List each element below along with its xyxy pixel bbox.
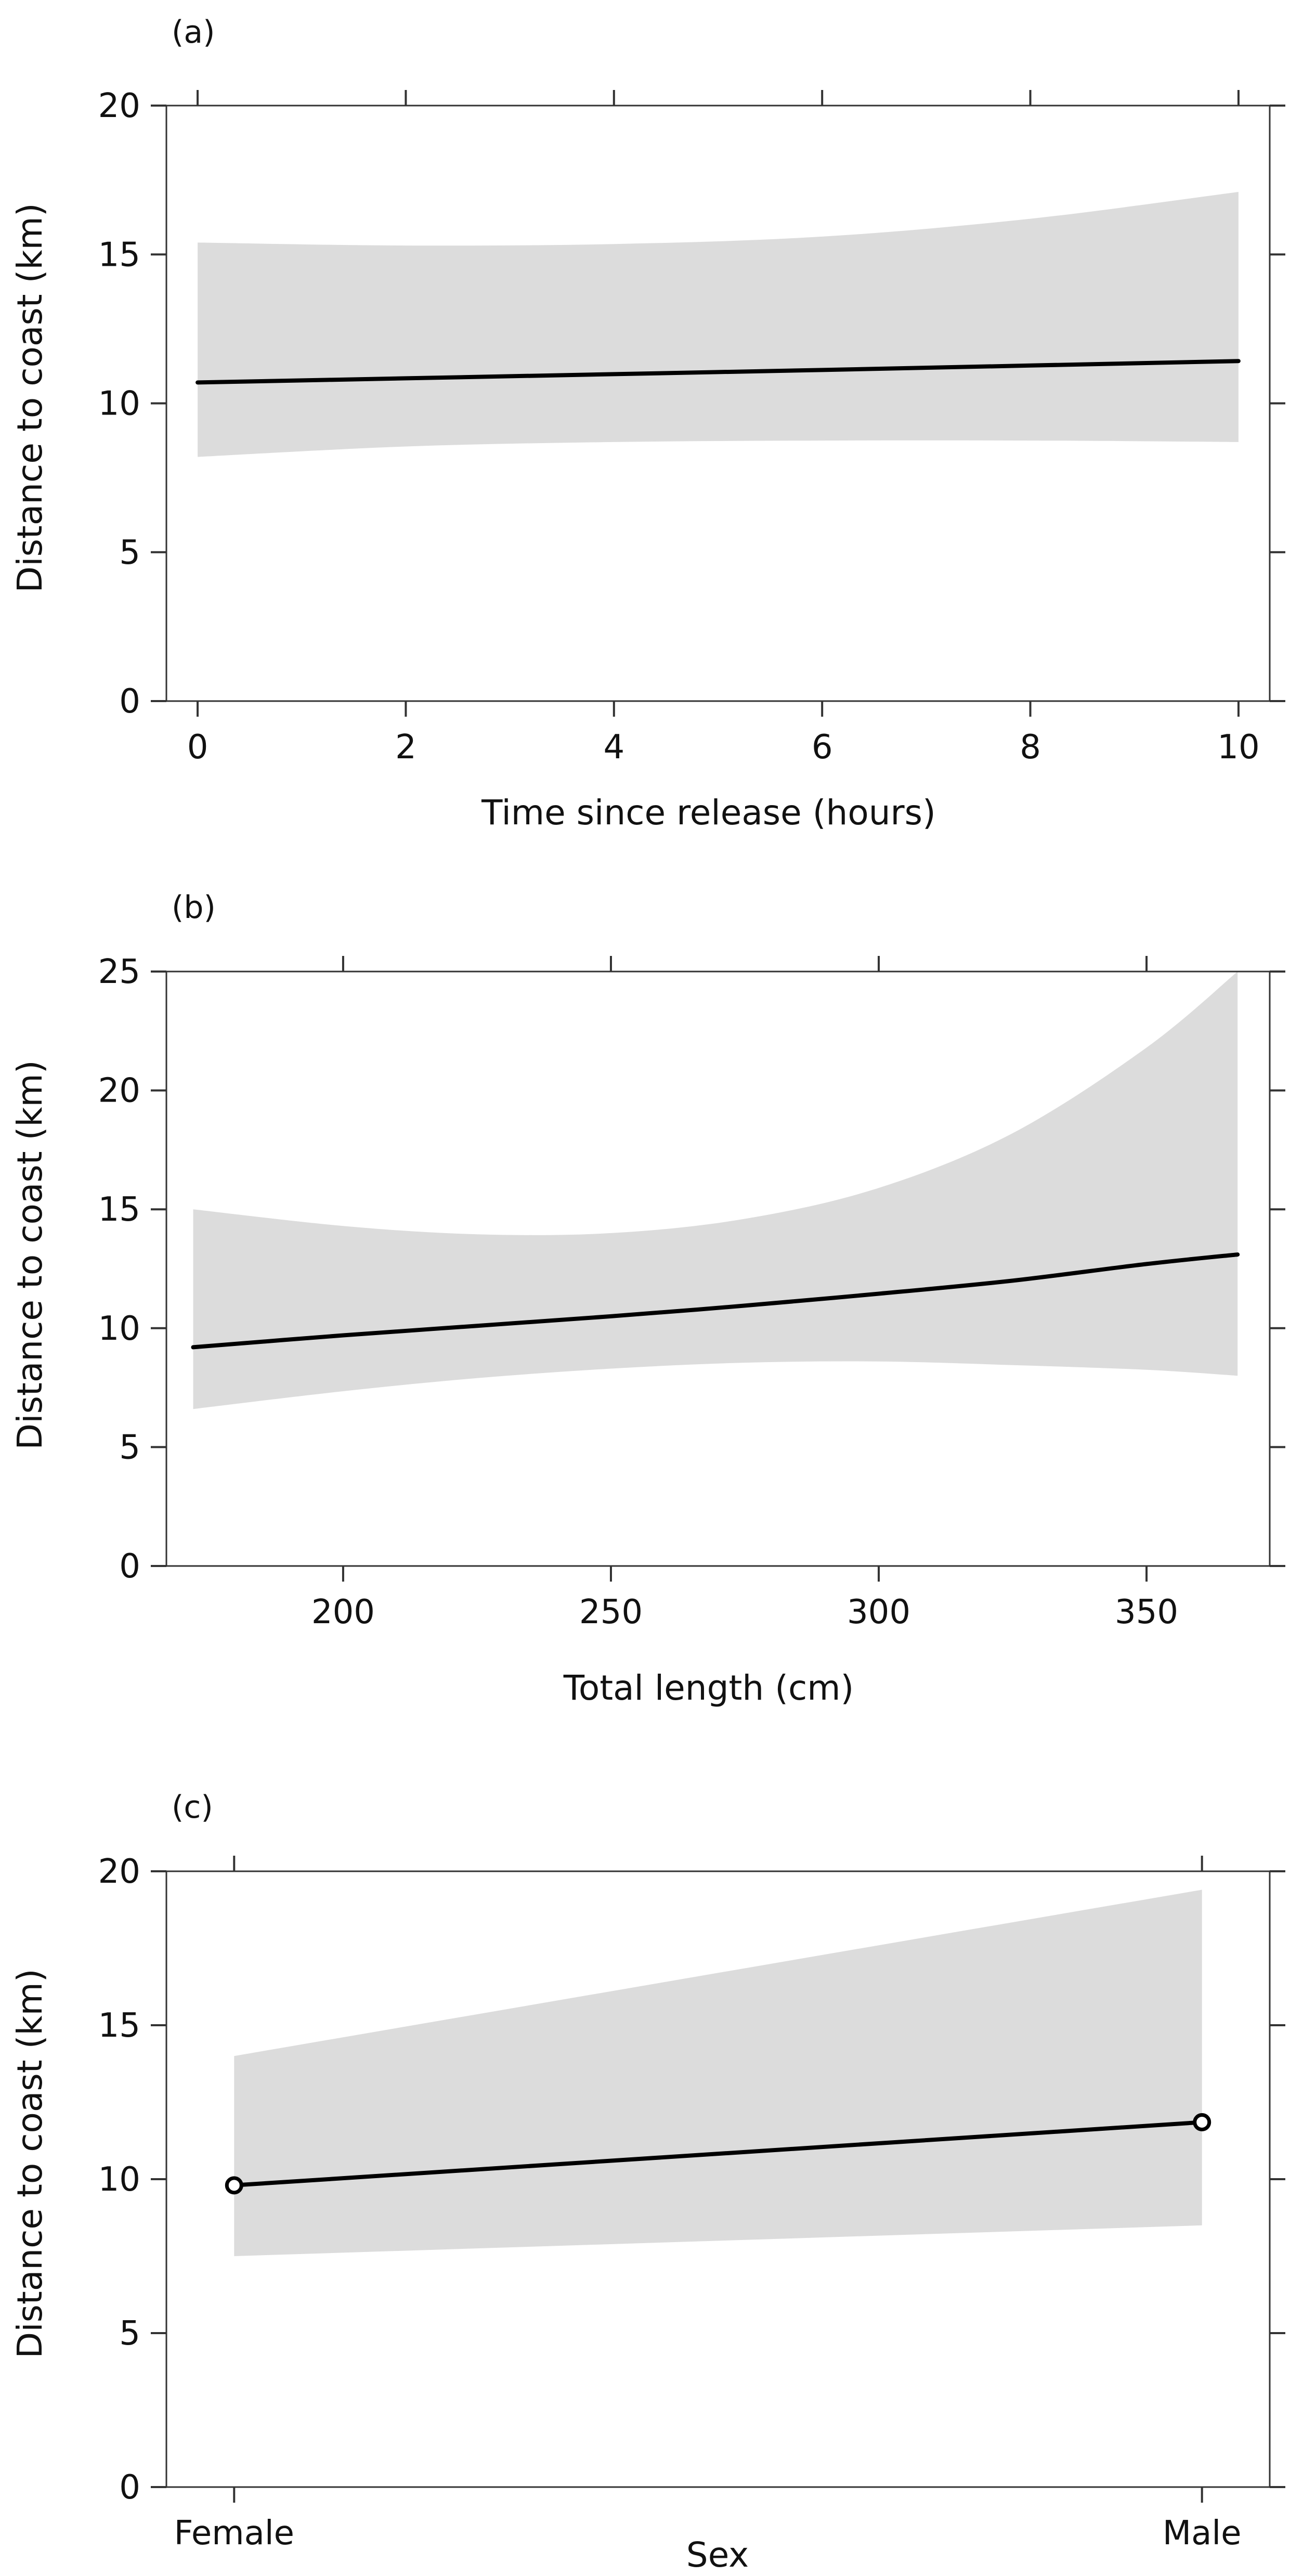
panel-a-fit-line-path — [196, 359, 1241, 385]
panel-b-x-tick-label: 350 — [1115, 1593, 1178, 1632]
panel-b-fit-line — [191, 1252, 1240, 1350]
panel-c-axes — [151, 1856, 1285, 2503]
panel-a-y-tick-label: 5 — [119, 534, 140, 572]
panel-a-x-axis-title: Time since release (hours) — [481, 793, 936, 833]
panel-c-x-tick-labels: Female Male — [174, 2514, 1242, 2553]
panel-c-x-axis-title: Sex — [686, 2535, 749, 2575]
panel-a-x-tick-label: 0 — [187, 728, 209, 767]
panel-b-y-tick-label: 5 — [119, 1428, 140, 1467]
panel-a-confidence-band — [198, 192, 1239, 457]
panel-b-fit-line-path — [191, 1252, 1240, 1350]
panel-a-fit-line — [196, 359, 1241, 385]
panel-c-fit-line — [232, 2120, 1204, 2187]
panel-c-point-male — [1193, 2113, 1211, 2131]
panel-c-y-tick-label: 15 — [98, 2007, 140, 2045]
panel-a-y-tick-label: 20 — [98, 87, 140, 125]
panel-a-x-tick-label: 10 — [1217, 728, 1259, 767]
panel-a-x-tick-label: 4 — [603, 728, 624, 767]
panel-b-label: (b) — [172, 889, 216, 926]
panel-c: (c) 0 5 10 15 20 Female Male Sex Distance to … — [10, 1789, 1285, 2575]
panel-a-y-tick-labels: 0 5 10 15 20 — [98, 87, 140, 721]
panel-a-x-tick-label: 8 — [1020, 728, 1041, 767]
panel-c-point-female — [225, 2176, 243, 2195]
panel-a-x-tick-labels: 0 2 4 6 8 10 — [187, 728, 1260, 767]
panel-b-confidence-band — [193, 972, 1238, 1409]
panel-b-x-tick-label: 200 — [311, 1593, 375, 1632]
panel-a-axes — [151, 90, 1285, 717]
panel-c-y-tick-label: 0 — [119, 2468, 140, 2507]
panel-c-y-tick-labels: 0 5 10 15 20 — [98, 1853, 140, 2507]
panel-b-ci-band-0 — [193, 972, 1238, 1409]
panel-b-axes — [151, 956, 1285, 1582]
panel-a-x-tick-label: 6 — [812, 728, 833, 767]
panel-a: (a) 0 5 10 15 20 0 2 4 6 8 10 Time since release … — [10, 14, 1285, 833]
panel-b-x-tick-label: 300 — [847, 1593, 910, 1632]
panel-b-x-tick-label: 250 — [579, 1593, 643, 1632]
panel-a-y-axis-title: Distance to coast (km) — [10, 203, 50, 592]
panel-c-y-tick-label: 20 — [98, 1853, 140, 1891]
panel-b-y-tick-labels: 0 5 10 15 20 25 — [98, 953, 140, 1586]
panel-c-x-tick-label: Female — [174, 2514, 294, 2553]
panel-b-y-tick-label: 0 — [119, 1547, 140, 1586]
panel-c-y-tick-label: 10 — [98, 2160, 140, 2199]
panel-a-y-tick-label: 15 — [98, 236, 140, 274]
panel-b-y-tick-label: 25 — [98, 953, 140, 991]
panel-c-label: (c) — [172, 1789, 213, 1826]
panel-c-ci-band-0 — [234, 1889, 1202, 2256]
panel-c-y-axis-title: Distance to coast (km) — [10, 1969, 50, 2358]
panel-b-x-tick-labels: 200 250 300 350 — [311, 1593, 1178, 1632]
panel-c-fit-line-path — [232, 2120, 1204, 2187]
panel-a-x-tick-label: 2 — [395, 728, 416, 767]
panel-b-y-tick-label: 20 — [98, 1072, 140, 1110]
panel-a-label: (a) — [172, 14, 215, 50]
panel-a-y-tick-label: 0 — [119, 682, 140, 721]
panel-b-y-axis-title: Distance to coast (km) — [10, 1060, 50, 1449]
panel-c-y-tick-label: 5 — [119, 2314, 140, 2353]
panel-c-points — [225, 2113, 1211, 2195]
panel-c-x-tick-label: Male — [1163, 2514, 1242, 2553]
panel-b-y-tick-label: 15 — [98, 1190, 140, 1229]
panel-a-ci-band-0 — [198, 192, 1239, 457]
panel-c-confidence-band — [234, 1889, 1202, 2256]
panel-b-x-axis-title: Total length (cm) — [563, 1668, 854, 1708]
panel-b-y-tick-label: 10 — [98, 1310, 140, 1348]
panel-b-plot-frame — [165, 970, 1271, 1567]
panel-a-y-tick-label: 10 — [98, 385, 140, 423]
panel-b: (b) 0 5 10 15 20 25 200 250 300 350 Total length… — [10, 889, 1285, 1708]
